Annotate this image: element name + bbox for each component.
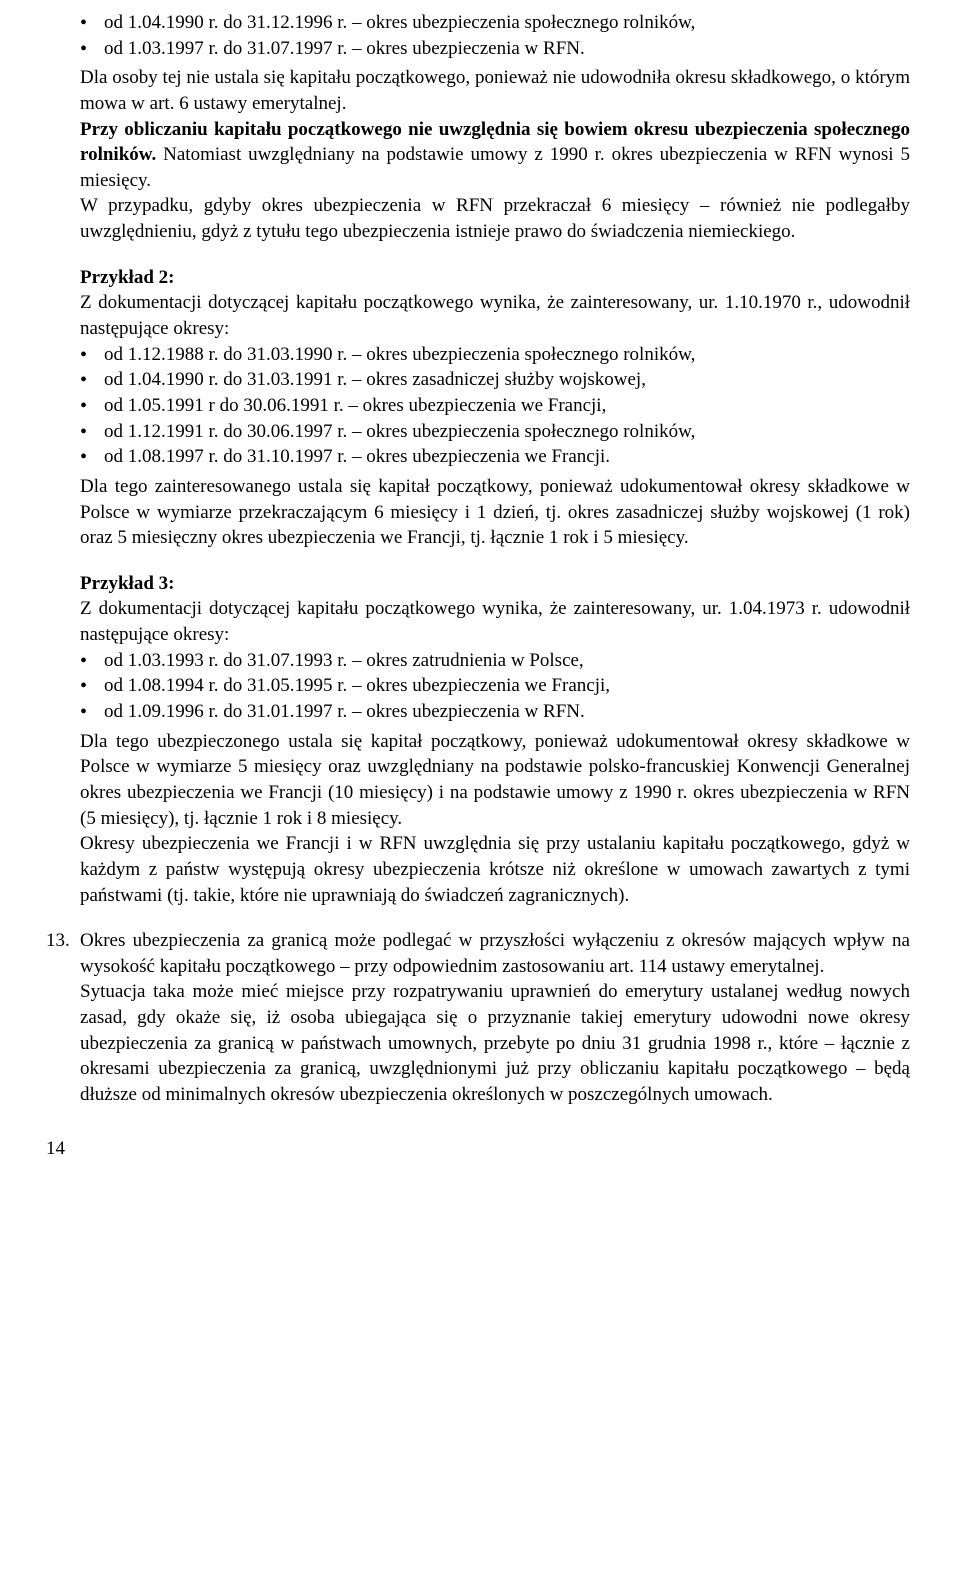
- list-item: od 1.12.1991 r. do 30.06.1997 r. – okres…: [104, 419, 910, 445]
- paragraph: Dla tego ubezpieczonego ustala się kapit…: [80, 729, 910, 832]
- paragraph: Przy obliczaniu kapitału początkowego ni…: [80, 117, 910, 194]
- text: Natomiast uwzględniany na podstawie umow…: [80, 144, 910, 191]
- list-item: od 1.03.1993 r. do 31.07.1993 r. – okres…: [104, 648, 910, 674]
- paragraph: Z dokumentacji dotyczącej kapitału począ…: [80, 596, 910, 647]
- example-heading: Przykład 2:: [80, 265, 910, 291]
- paragraph: W przypadku, gdyby okres ubezpieczenia w…: [80, 193, 910, 244]
- page-number: 14: [46, 1136, 910, 1162]
- list-item: od 1.08.1997 r. do 31.10.1997 r. – okres…: [104, 444, 910, 470]
- bullet-list-2: od 1.12.1988 r. do 31.03.1990 r. – okres…: [80, 342, 910, 470]
- bullet-list-1: od 1.04.1990 r. do 31.12.1996 r. – okres…: [80, 10, 910, 61]
- numbered-section: 13. Okres ubezpieczenia za granicą może …: [46, 928, 910, 1107]
- list-item: od 1.09.1996 r. do 31.01.1997 r. – okres…: [104, 699, 910, 725]
- document-page: od 1.04.1990 r. do 31.12.1996 r. – okres…: [80, 10, 910, 1161]
- paragraph: Okres ubezpieczenia za granicą może podl…: [80, 928, 910, 979]
- list-item: od 1.04.1990 r. do 31.12.1996 r. – okres…: [104, 10, 910, 36]
- item-number: 13.: [46, 928, 70, 954]
- paragraph: Dla osoby tej nie ustala się kapitału po…: [80, 65, 910, 116]
- numbered-content: Okres ubezpieczenia za granicą może podl…: [46, 928, 910, 1107]
- list-item: od 1.12.1988 r. do 31.03.1990 r. – okres…: [104, 342, 910, 368]
- paragraph: Okresy ubezpieczenia we Francji i w RFN …: [80, 831, 910, 908]
- example-heading: Przykład 3:: [80, 571, 910, 597]
- paragraph: Sytuacja taka może mieć miejsce przy roz…: [80, 979, 910, 1107]
- list-item: od 1.08.1994 r. do 31.05.1995 r. – okres…: [104, 673, 910, 699]
- paragraph: Z dokumentacji dotyczącej kapitału począ…: [80, 290, 910, 341]
- paragraph: Dla tego zainteresowanego ustala się kap…: [80, 474, 910, 551]
- bullet-list-3: od 1.03.1993 r. do 31.07.1993 r. – okres…: [80, 648, 910, 725]
- list-item: od 1.03.1997 r. do 31.07.1997 r. – okres…: [104, 36, 910, 62]
- list-item: od 1.04.1990 r. do 31.03.1991 r. – okres…: [104, 367, 910, 393]
- list-item: od 1.05.1991 r do 30.06.1991 r. – okres …: [104, 393, 910, 419]
